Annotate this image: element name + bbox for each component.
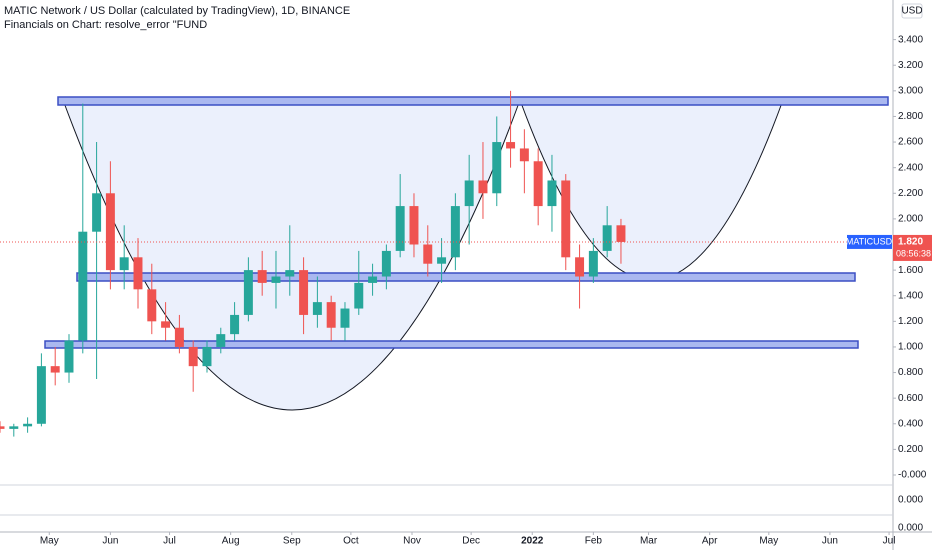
- x-tick-label: Jul: [163, 536, 176, 547]
- candle-body: [202, 346, 212, 367]
- x-tick-label: Jul: [883, 536, 896, 547]
- candle-body: [533, 161, 543, 207]
- candle-body: [395, 206, 405, 251]
- x-tick-label: Feb: [585, 536, 603, 547]
- candle-body: [78, 231, 88, 341]
- price-tag-label: 1.820: [898, 237, 923, 248]
- cup-fill: [63, 100, 783, 410]
- candle-body: [588, 250, 598, 277]
- support-zone: [44, 340, 859, 349]
- candle-body: [243, 270, 253, 315]
- y-tick-label: 2.000: [898, 214, 923, 225]
- x-tick-label: Nov: [403, 536, 421, 547]
- candle-body: [437, 257, 447, 264]
- candle-body: [9, 426, 19, 429]
- y-tick-label: 2.600: [898, 137, 923, 148]
- y-tick-label: 0.400: [898, 418, 923, 429]
- candle-body: [616, 225, 626, 242]
- x-tick-label: Apr: [702, 536, 718, 547]
- y-tick-label: 3.000: [898, 85, 923, 96]
- y-tick-label: 0.600: [898, 393, 923, 404]
- candle-body: [450, 206, 460, 258]
- x-tick-label: Mar: [640, 536, 658, 547]
- x-tick-label: May: [40, 536, 59, 547]
- candle-body: [23, 423, 33, 427]
- candle-body: [492, 142, 502, 194]
- pane-label: 0.000: [898, 523, 923, 534]
- candle-body: [299, 270, 309, 315]
- y-tick-label: 3.200: [898, 60, 923, 71]
- resistance-zone: [57, 96, 889, 106]
- candle-body: [92, 193, 102, 232]
- chart-title: MATIC Network / US Dollar (calculated by…: [4, 5, 350, 17]
- candle-body: [506, 142, 516, 149]
- candle-body: [161, 321, 171, 328]
- y-tick-label: -0.000: [898, 470, 927, 481]
- candle-body: [423, 244, 433, 264]
- x-tick-label: Dec: [462, 536, 480, 547]
- y-tick-label: 2.200: [898, 188, 923, 199]
- drawings: [44, 96, 889, 411]
- candle-body: [0, 426, 5, 429]
- candle-body: [105, 193, 115, 271]
- pane-label: 0.000: [898, 495, 923, 506]
- candle-body: [64, 340, 74, 373]
- candle-body: [36, 366, 46, 424]
- symbol-tag-label: MATICUSD: [846, 236, 893, 246]
- countdown-label: 08:56:38: [896, 248, 931, 258]
- candle-body: [230, 314, 240, 335]
- currency-label[interactable]: USD: [901, 6, 922, 17]
- symbol-tag: [847, 234, 892, 249]
- candle-body: [340, 308, 350, 328]
- candle-body: [409, 206, 419, 245]
- support-zone: [76, 272, 856, 282]
- y-tick-label: 0.800: [898, 367, 923, 378]
- candle-body: [519, 148, 529, 162]
- price-tag: [893, 234, 932, 261]
- candle-body: [119, 257, 129, 271]
- y-tick-label: 2.400: [898, 162, 923, 173]
- chart-subtitle: Financials on Chart: resolve_error "FUND: [4, 19, 207, 31]
- candle-body: [561, 180, 571, 258]
- y-tick-label: 2.800: [898, 111, 923, 122]
- y-tick-label: 1.200: [898, 316, 923, 327]
- candle-body: [50, 366, 60, 373]
- candle-body: [368, 276, 378, 283]
- x-tick-label: Jun: [822, 536, 838, 547]
- y-tick-label: 0.200: [898, 444, 923, 455]
- candle-body: [312, 302, 322, 315]
- candle-body: [547, 180, 557, 207]
- x-tick-label: Jun: [102, 536, 118, 547]
- candle-body: [354, 282, 364, 309]
- x-tick-label: Oct: [343, 536, 359, 547]
- candle-body: [464, 180, 474, 207]
- y-tick-label: 1.600: [898, 265, 923, 276]
- candle-body: [602, 225, 612, 251]
- x-tick-label: 2022: [521, 536, 544, 547]
- y-tick-label: 1.000: [898, 342, 923, 353]
- candle-body: [271, 276, 281, 283]
- candle-body: [257, 270, 267, 283]
- candle-body: [381, 250, 391, 277]
- candle-body: [575, 257, 585, 277]
- x-tick-label: Aug: [222, 536, 240, 547]
- candle-body: [133, 257, 143, 290]
- currency-button[interactable]: [901, 3, 923, 19]
- candle-body: [147, 289, 157, 322]
- candle-body: [285, 270, 295, 277]
- x-tick-label: May: [759, 536, 778, 547]
- candles: [0, 90, 626, 437]
- candle-body: [326, 302, 336, 328]
- y-tick-label: 1.400: [898, 290, 923, 301]
- candle-body: [216, 334, 226, 347]
- y-tick-label: 3.400: [898, 34, 923, 45]
- x-tick-label: Sep: [283, 536, 301, 547]
- candle-body: [478, 180, 488, 194]
- candle-body: [188, 346, 198, 367]
- candle-body: [174, 327, 184, 347]
